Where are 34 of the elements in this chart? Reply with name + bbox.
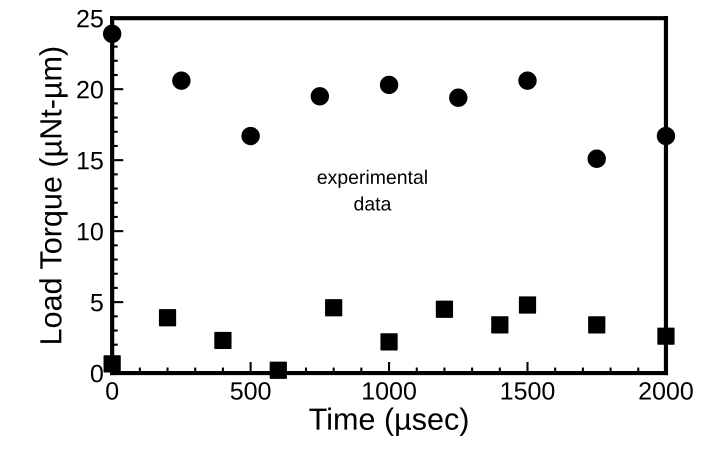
y-tick-label: 0 — [90, 364, 103, 382]
y-tick-label: 25 — [77, 10, 103, 28]
point — [449, 88, 468, 107]
point — [102, 24, 122, 44]
point — [380, 76, 398, 94]
y-tick-label: 15 — [78, 152, 103, 170]
x-tick-label: 500 — [230, 382, 270, 400]
x-tick-label: 1000 — [363, 382, 416, 400]
annotation: experimental data — [318, 170, 427, 211]
point — [158, 309, 176, 326]
y-tick-label: 20 — [77, 80, 103, 98]
point — [310, 87, 330, 106]
point — [270, 362, 287, 379]
x-tick-label: 0 — [106, 382, 118, 400]
point — [325, 299, 342, 316]
x-tick-label: 2000 — [639, 382, 693, 400]
point — [104, 355, 121, 372]
point — [656, 126, 676, 146]
x-tick-label: 1500 — [502, 382, 554, 400]
point — [518, 296, 536, 314]
y-tick-label: 10 — [78, 222, 103, 240]
point — [241, 126, 260, 146]
point — [380, 333, 398, 350]
point — [657, 328, 675, 345]
point — [214, 332, 232, 350]
y-tick-label: 5 — [90, 294, 103, 312]
y-axis-title: Load Torque (µNt-µm) — [39, 48, 68, 343]
point — [172, 71, 191, 90]
x-axis-title: Time (µsec) — [309, 408, 468, 436]
point — [588, 150, 606, 168]
point — [436, 300, 454, 318]
point — [491, 316, 508, 334]
point — [518, 71, 537, 90]
point — [588, 316, 606, 334]
